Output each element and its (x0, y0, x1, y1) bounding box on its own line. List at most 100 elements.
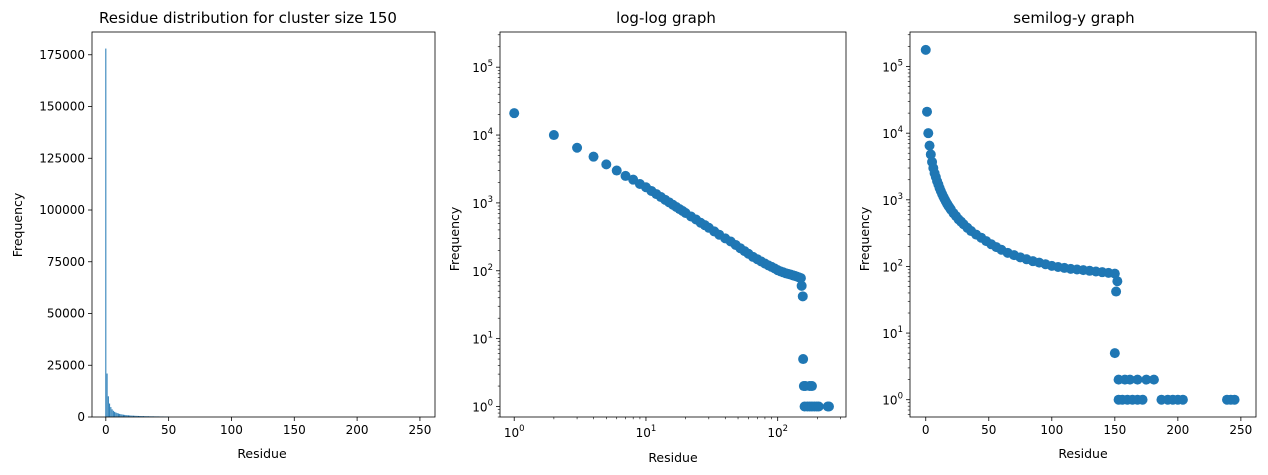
bar (134, 415, 136, 417)
y-tick-label: 100000 (39, 203, 85, 217)
y-tick-label: 102 (882, 258, 903, 274)
bar (137, 415, 139, 417)
scatter-point (1112, 276, 1123, 287)
y-tick-label: 103 (472, 195, 493, 211)
scatter-point (1177, 394, 1188, 405)
y-tick-label: 75000 (47, 255, 85, 269)
bar (124, 414, 126, 417)
y-tick-label: 50000 (47, 307, 85, 321)
x-tick-label: 150 (283, 423, 306, 437)
bar (125, 415, 127, 417)
bar (120, 414, 122, 417)
y-tick-label: 101 (472, 331, 493, 347)
bar (115, 412, 117, 417)
y-tick-label: 150000 (39, 100, 85, 114)
x-tick-label: 0 (102, 423, 110, 437)
bar (131, 415, 133, 417)
log-log-axes-frame (499, 31, 847, 418)
y-tick-label: 102 (472, 263, 493, 279)
scatter-point (922, 106, 933, 117)
scatter-point (798, 354, 809, 365)
semilog-y-title: semilog-y graph (1013, 9, 1134, 27)
bar (112, 410, 114, 417)
x-tick-label: 150 (1103, 423, 1126, 437)
bar (119, 413, 121, 417)
scatter-point (1111, 286, 1122, 297)
bar (121, 414, 123, 417)
x-tick-label: 100 (220, 423, 243, 437)
bar-chart-axes-frame (91, 31, 436, 418)
scatter-point (620, 170, 631, 181)
bar (143, 416, 145, 417)
y-tick-label: 175000 (39, 48, 85, 62)
y-tick-label: 104 (472, 127, 493, 143)
x-tick-label: 250 (408, 423, 431, 437)
scatter-point (797, 291, 808, 302)
log-log-ylabel: Frequency (447, 206, 462, 271)
x-tick-label: 100 (504, 424, 525, 440)
semilog-y-axes-frame (909, 31, 1257, 418)
scatter-point (923, 128, 934, 139)
bar (140, 416, 142, 417)
scatter-point (795, 273, 806, 284)
bar (110, 407, 112, 417)
bar (116, 413, 118, 417)
semilog-y-ylabel: Frequency (857, 206, 872, 271)
scatter-point (796, 280, 807, 291)
semilog-y-panel: semilog-y graph Residue Frequency 0 50 100… (857, 9, 1257, 461)
x-tick-label: 200 (1166, 423, 1189, 437)
bar (122, 414, 124, 417)
y-tick-label: 0 (77, 410, 85, 424)
y-tick-label: 105 (472, 59, 493, 75)
scatter-point (1137, 394, 1148, 405)
scatter-point (1109, 348, 1120, 359)
bar (144, 416, 146, 417)
x-tick-label: 101 (636, 424, 657, 440)
bar (136, 415, 138, 417)
bar (130, 415, 132, 417)
bar-chart-panel: Residue distribution for cluster size 15… (10, 9, 436, 461)
bar (126, 415, 128, 417)
bar (105, 48, 107, 417)
scatter-series (920, 44, 1240, 405)
y-tick-label: 101 (882, 325, 903, 341)
y-tick-label: 104 (882, 125, 903, 141)
y-tick-label: 125000 (39, 151, 85, 165)
scatter-point (1109, 268, 1120, 279)
scatter-point (925, 149, 936, 160)
semilog-y-xlabel: Residue (1058, 446, 1108, 461)
bar (129, 415, 131, 417)
bar-chart-xlabel: Residue (237, 446, 287, 461)
log-log-xlabel: Residue (648, 450, 698, 465)
scatter-point (509, 108, 520, 119)
y-tick-label: 25000 (47, 358, 85, 372)
bar (114, 411, 116, 417)
y-tick-label: 105 (882, 59, 903, 75)
scatter-point (1141, 374, 1152, 385)
scatter-point (588, 151, 599, 162)
scatter-series (509, 108, 834, 412)
x-tick-label: 100 (1040, 423, 1063, 437)
scatter-point (601, 159, 612, 170)
scatter-point (548, 130, 559, 141)
scatter-point (1132, 374, 1143, 385)
scatter-point (1124, 374, 1135, 385)
bar (107, 396, 109, 417)
y-tick-label: 100 (472, 398, 493, 414)
scatter-point (611, 165, 622, 176)
bar (145, 416, 147, 417)
x-tick-label: 0 (922, 423, 930, 437)
bar (106, 373, 108, 417)
bar-chart-title: Residue distribution for cluster size 15… (99, 9, 397, 27)
bar (111, 409, 113, 417)
scatter-point (806, 381, 817, 392)
bar (117, 413, 119, 417)
log-log-title: log-log graph (616, 9, 716, 27)
x-tick-label: 50 (981, 423, 996, 437)
scatter-point (920, 44, 931, 55)
scatter-point (1229, 394, 1240, 405)
x-tick-label: 50 (161, 423, 176, 437)
x-tick-label: 200 (346, 423, 369, 437)
x-tick-label: 102 (767, 424, 788, 440)
